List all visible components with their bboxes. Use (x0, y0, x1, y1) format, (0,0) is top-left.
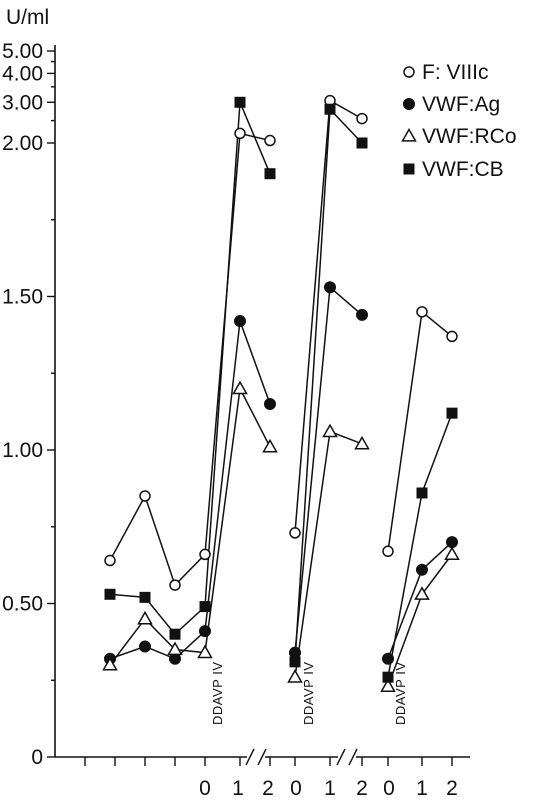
data-point-0-2-1 (416, 306, 428, 318)
series-line-0-0 (109, 132, 271, 587)
legend-label-2: VWF:RCo (422, 125, 517, 148)
x-axis-break-2-gap (338, 753, 356, 761)
data-point-2-2-1 (414, 586, 430, 600)
series-line-2-0 (109, 386, 271, 666)
annotation-ddavp-0: DDAVP IV (210, 662, 225, 725)
x-axis-break-1-gap (247, 753, 265, 761)
y-tick-label-5: 3.00 (2, 91, 43, 114)
annotation-ddavp-1: DDAVP IV (301, 662, 316, 725)
x-tick-label-1: 1 (232, 777, 244, 800)
y-tick-label-0: 0 (31, 746, 43, 769)
data-point-3-0-4 (234, 96, 246, 108)
data-point-1-2-2 (446, 536, 458, 549)
x-tick-label-3: 0 (290, 777, 302, 800)
data-point-0-2-0 (382, 545, 394, 558)
data-point-2-0-4 (232, 380, 248, 395)
x-tick-label-0: 0 (199, 777, 211, 800)
data-point-3-0-0 (104, 588, 116, 600)
data-point-2-1-2 (354, 435, 370, 450)
x-tick-label-7: 1 (416, 777, 428, 800)
data-point-3-1-0 (289, 656, 301, 668)
y-tick-label-1: 0.50 (2, 593, 43, 616)
data-point-1-1-2 (356, 308, 368, 321)
data-point-2-1-1 (322, 423, 338, 438)
y-tick-label-3: 1.50 (2, 286, 43, 309)
series-line-1-1 (294, 285, 363, 653)
data-point-1-0-3 (199, 625, 211, 638)
series-line-0-2 (387, 310, 453, 552)
legend-marker-2 (401, 127, 417, 142)
series-lines (109, 99, 453, 687)
data-point-0-1-0 (289, 527, 301, 539)
data-point-2-1-0 (287, 669, 303, 683)
x-tick-label-5: 2 (356, 777, 368, 800)
data-point-0-0-4 (234, 127, 246, 140)
data-point-3-0-5 (264, 168, 276, 180)
series-line-3-2 (387, 412, 453, 678)
data-point-0-0-5 (264, 134, 276, 147)
annotation-ddavp-2: DDAVP IV (393, 662, 408, 725)
legend-marker-0 (403, 66, 415, 78)
data-point-3-1-2 (356, 137, 368, 149)
legend-label-3: VWF:CB (422, 158, 504, 181)
x-tick-label-4: 1 (324, 777, 336, 800)
data-point-2-2-0 (380, 678, 396, 693)
data-point-1-0-5 (264, 397, 276, 410)
data-point-0-0-1 (139, 490, 151, 502)
data-point-3-2-1 (416, 487, 428, 499)
data-point-2-0-5 (262, 438, 278, 453)
y-tick-label-6: 4.00 (2, 62, 43, 85)
data-point-1-1-1 (324, 281, 336, 294)
series-line-0-1 (294, 99, 363, 533)
legend-label-0: F: VIIIc (422, 61, 489, 84)
data-point-2-2-2 (444, 546, 460, 561)
data-point-3-0-3 (199, 601, 211, 613)
data-point-1-0-4 (234, 315, 246, 328)
x-axis-break-2-mark-b (348, 748, 358, 766)
y-tick-label-2: 1.00 (2, 439, 43, 462)
data-point-2-0-3 (197, 644, 213, 659)
data-point-0-0-0 (104, 554, 116, 567)
legend: F: VIIIc VWF:Ag VWF:RCo VWF:CB (401, 61, 517, 181)
data-point-0-0-3 (199, 548, 211, 561)
data-point-2-0-2 (167, 641, 183, 656)
data-point-3-2-2 (446, 407, 458, 419)
series-line-1-0 (109, 320, 271, 660)
legend-marker-3 (403, 163, 415, 175)
data-point-0-2-2 (446, 330, 458, 343)
y-tick-label-4: 2.00 (2, 132, 43, 155)
series-line-3-1 (294, 107, 363, 662)
x-tick-label-6: 0 (383, 777, 395, 800)
data-point-3-0-2 (169, 628, 181, 640)
legend-label-1: VWF:Ag (422, 93, 500, 116)
x-axis-break-2-mark-a (336, 748, 346, 766)
x-axis-break-1-mark-b (257, 748, 267, 766)
data-point-0-1-2 (356, 112, 368, 125)
data-point-0-0-2 (169, 579, 181, 591)
axes: U/ml (6, 6, 470, 766)
data-point-1-2-1 (416, 563, 428, 576)
data-point-3-1-1 (324, 103, 336, 115)
y-ticks: 0 0.50 1.00 1.50 2.00 3.00 4.005.00 (2, 40, 55, 769)
y-tick-label-7: 5.00 (2, 40, 43, 63)
data-point-2-0-0 (102, 656, 118, 671)
y-unit-label: U/ml (6, 6, 49, 29)
x-tick-label-2: 2 (262, 777, 274, 800)
x-tick-label-8: 2 (446, 777, 458, 800)
x-axis-break-1-mark-a (245, 748, 255, 766)
data-point-3-0-1 (139, 591, 151, 603)
data-point-2-0-1 (137, 610, 153, 625)
series-line-3-0 (109, 101, 271, 636)
legend-marker-1 (403, 98, 415, 110)
data-point-3-2-0 (382, 671, 394, 683)
data-point-1-0-1 (139, 640, 151, 653)
annotations: DDAVP IV DDAVP IV DDAVP IV (210, 662, 408, 725)
series-markers (102, 94, 460, 693)
data-point-1-2-0 (382, 652, 394, 665)
